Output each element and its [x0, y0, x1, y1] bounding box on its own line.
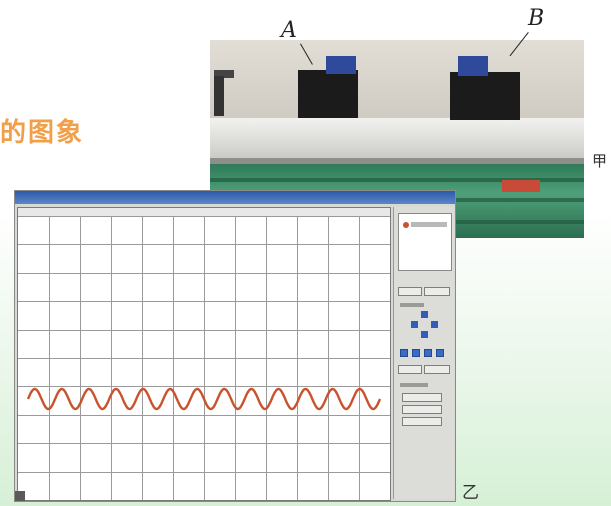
- arrow-right-icon[interactable]: [431, 321, 438, 328]
- sensor-b: [450, 72, 520, 120]
- panel-label: [400, 383, 428, 387]
- page-heading: 的图象: [0, 118, 85, 148]
- red-indicator: [502, 180, 540, 192]
- sensor-b-cap: [458, 56, 488, 76]
- stand-post: [214, 76, 224, 116]
- panel-button-6[interactable]: [402, 405, 442, 414]
- track-groove: [210, 178, 584, 182]
- grid-line-horizontal: [18, 415, 390, 416]
- zoom-button-4[interactable]: [436, 349, 444, 357]
- panel-button-1[interactable]: [398, 287, 422, 296]
- grid-line-horizontal: [18, 443, 390, 444]
- panel-button-4[interactable]: [424, 365, 450, 374]
- grid-line-horizontal: [18, 472, 390, 473]
- status-icon: [15, 491, 25, 501]
- grid-line-horizontal: [18, 330, 390, 331]
- figure-label-yi: 乙: [462, 483, 479, 503]
- zoom-button-3[interactable]: [424, 349, 432, 357]
- zoom-button-2[interactable]: [412, 349, 420, 357]
- panel-button-3[interactable]: [398, 365, 422, 374]
- grid-line-horizontal: [18, 386, 390, 387]
- sensor-a: [298, 70, 358, 118]
- label-a: A: [281, 18, 297, 43]
- sensor-a-cap: [326, 56, 356, 74]
- photo-wall: [210, 40, 584, 120]
- arrow-left-icon[interactable]: [411, 321, 418, 328]
- grid-line-horizontal: [18, 301, 390, 302]
- panel-button-7[interactable]: [402, 417, 442, 426]
- waveform-plot[interactable]: [17, 207, 391, 501]
- panel-label: [400, 303, 424, 307]
- grid-line-horizontal: [18, 358, 390, 359]
- oscilloscope-window: [14, 190, 456, 502]
- stand-bracket: [214, 70, 234, 78]
- arrow-down-icon[interactable]: [421, 331, 428, 338]
- zoom-button-1[interactable]: [400, 349, 408, 357]
- red-dot-icon: [403, 222, 409, 228]
- grid-line-horizontal: [18, 244, 390, 245]
- control-panel: [393, 207, 454, 499]
- rail-top: [210, 118, 584, 160]
- channel-legend: [398, 213, 452, 271]
- arrow-up-icon[interactable]: [421, 311, 428, 318]
- rail-edge: [210, 158, 584, 164]
- wave-trace: [26, 387, 382, 411]
- label-b: B: [528, 6, 545, 31]
- legend-entry[interactable]: [411, 222, 447, 227]
- window-titlebar[interactable]: [15, 191, 455, 204]
- figure-label-jia: 甲: [592, 152, 608, 170]
- panel-button-2[interactable]: [424, 287, 450, 296]
- panel-button-5[interactable]: [402, 393, 442, 402]
- wave-path: [26, 387, 382, 411]
- grid-line-horizontal: [18, 273, 390, 274]
